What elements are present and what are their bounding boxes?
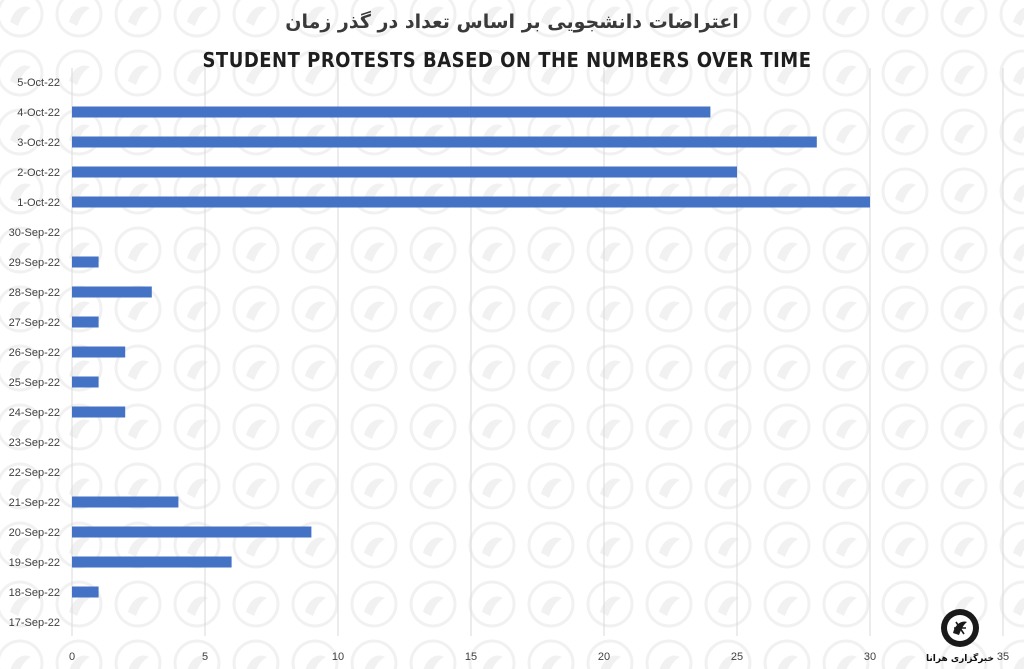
x-tick-label: 30 (864, 651, 876, 663)
y-tick-label: 19-Sep-22 (9, 557, 60, 569)
y-tick-label: 4-Oct-22 (17, 107, 60, 119)
bar (72, 136, 817, 148)
y-tick-label: 26-Sep-22 (9, 347, 60, 359)
x-tick-label: 15 (465, 651, 477, 663)
x-tick-label: 0 (69, 651, 75, 663)
bar (72, 496, 179, 508)
chart-subtitle: STUDENT PROTESTS BASED ON THE NUMBERS OV… (202, 48, 811, 72)
y-tick-label: 27-Sep-22 (9, 317, 60, 329)
y-tick-label: 3-Oct-22 (17, 137, 60, 149)
y-tick-label: 21-Sep-22 (9, 497, 60, 509)
bar (72, 286, 152, 298)
bar (72, 586, 99, 598)
x-tick-label: 25 (731, 651, 743, 663)
bars (72, 106, 870, 598)
bar (72, 376, 99, 388)
bar (72, 346, 126, 358)
x-tick-label: 10 (332, 651, 344, 663)
y-tick-label: 5-Oct-22 (17, 77, 60, 89)
y-tick-label: 22-Sep-22 (9, 467, 60, 479)
y-tick-label: 23-Sep-22 (9, 437, 60, 449)
x-tick-label: 20 (598, 651, 610, 663)
x-axis-labels: 0 5 10 15 20 25 30 35 (69, 651, 1009, 663)
grid-lines (71, 68, 1004, 636)
y-tick-label: 1-Oct-22 (17, 197, 60, 209)
bar (72, 526, 312, 538)
bar (72, 316, 99, 328)
y-tick-label: 29-Sep-22 (9, 257, 60, 269)
chart-title: اعتراضات دانشجویی بر اساس تعداد در گذر ز… (285, 10, 738, 33)
bar (72, 256, 99, 268)
logo: خبرگزاری هرانا (926, 609, 994, 664)
y-tick-label: 17-Sep-22 (9, 617, 60, 629)
bar (72, 556, 232, 568)
bar (72, 406, 126, 418)
bar (72, 166, 737, 178)
bar (72, 106, 711, 118)
bar (72, 196, 870, 208)
y-tick-label: 24-Sep-22 (9, 407, 60, 419)
y-tick-label: 18-Sep-22 (9, 587, 60, 599)
y-tick-label: 28-Sep-22 (9, 287, 60, 299)
y-tick-label: 30-Sep-22 (9, 227, 60, 239)
y-axis-labels: 17-Sep-22 18-Sep-22 19-Sep-22 20-Sep-22 21-S… (9, 77, 60, 629)
y-tick-label: 25-Sep-22 (9, 377, 60, 389)
x-tick-label: 5 (202, 651, 208, 663)
y-tick-label: 2-Oct-22 (17, 167, 60, 179)
y-tick-label: 20-Sep-22 (9, 527, 60, 539)
logo-caption: خبرگزاری هرانا (926, 652, 994, 664)
x-tick-label: 35 (997, 651, 1009, 663)
